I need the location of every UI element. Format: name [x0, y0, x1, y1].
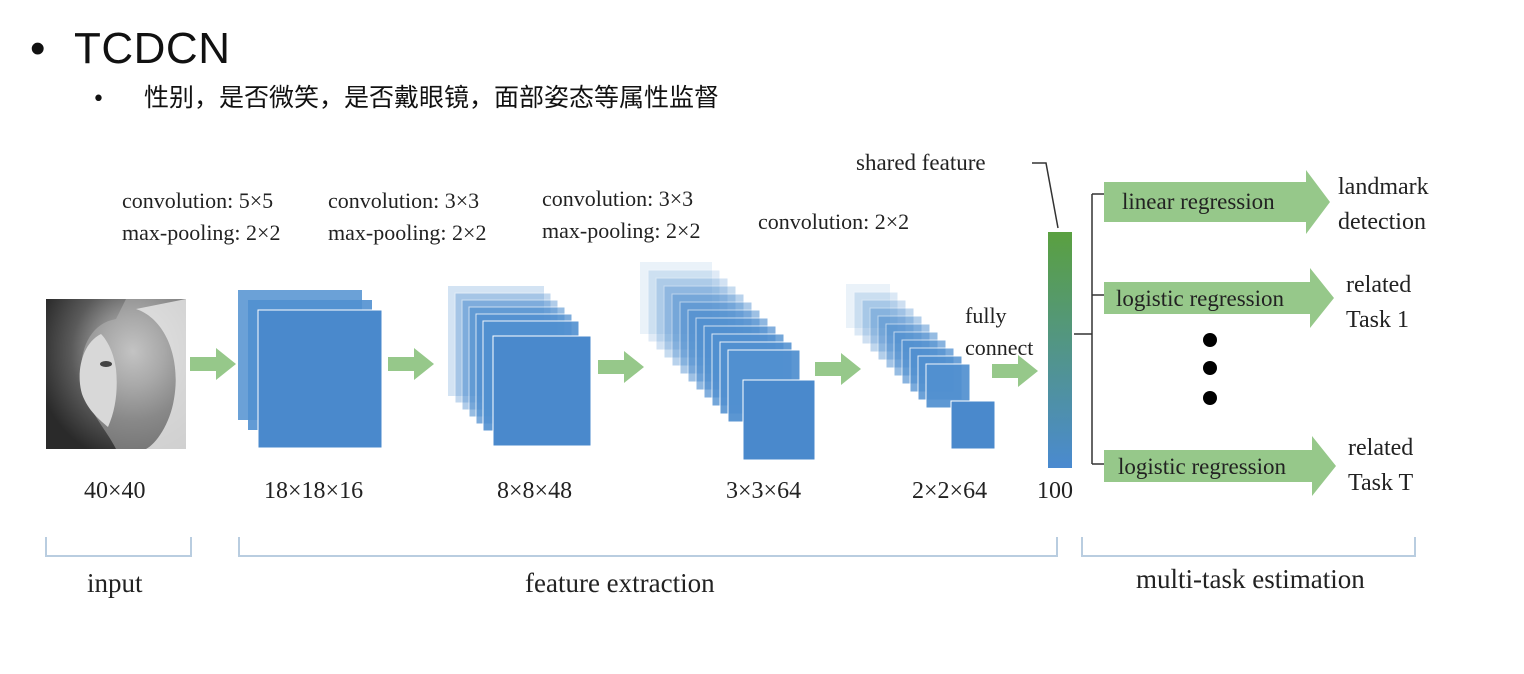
task3-output-line2: Task T [1348, 470, 1414, 496]
layer1-op: convolution: 5×5 max-pooling: 2×2 [122, 185, 280, 249]
task3-output-line1: related [1348, 435, 1414, 461]
shared-feature-label: shared feature [856, 150, 986, 175]
bullet-dot: • [92, 87, 105, 112]
bracket-multitask [1081, 537, 1416, 557]
layer1-conv-label: convolution: 5×5 [122, 188, 274, 213]
layer3-op: convolution: 3×3 max-pooling: 2×2 [542, 183, 700, 247]
arrow-2 [388, 348, 434, 380]
slide-subtitle: • 性别，是否微笑，是否戴眼镜，面部姿态等属性监督 [92, 78, 719, 114]
branch-lines [1074, 193, 1104, 465]
group-label-feature-extraction: feature extraction [525, 568, 715, 598]
task2-method-label: logistic regression [1116, 286, 1284, 311]
title-text: TCDCN [74, 24, 231, 73]
arrow-4 [815, 353, 861, 385]
layer2-op: convolution: 3×3 max-pooling: 2×2 [328, 185, 486, 249]
task1-output: landmark detection [1338, 170, 1429, 240]
task1-output-line1: landmark [1338, 174, 1429, 200]
layer2-conv-label: convolution: 3×3 [328, 188, 480, 213]
bracket-feature-extraction [238, 537, 1058, 557]
arrow-1 [190, 348, 236, 380]
feature-map-stack-1 [238, 290, 383, 449]
bracket-input [45, 537, 192, 557]
dim-input: 40×40 [84, 478, 146, 504]
input-face-image [46, 299, 186, 449]
slide-title: • TCDCN [30, 24, 230, 74]
task2-output: related Task 1 [1346, 268, 1411, 338]
fully-connect-line2: connect [965, 335, 1034, 360]
task-arrows [1104, 170, 1336, 496]
fully-connect-label: fully connect [965, 300, 1033, 364]
layer1-pool-label: max-pooling: 2×2 [122, 220, 281, 245]
dim-layer4: 2×2×64 [912, 478, 988, 504]
dim-layer1: 18×18×16 [264, 478, 364, 504]
task-arrow-3 [1104, 436, 1336, 496]
face-illustration [79, 299, 186, 449]
feature-map-stack-3 [640, 262, 816, 461]
ellipsis-dots [1203, 333, 1217, 405]
feature-map-stack-2 [448, 286, 592, 447]
arrow-5 [992, 355, 1038, 387]
fully-connect-line1: fully [965, 303, 1007, 328]
task2-output-line2: Task 1 [1346, 307, 1409, 333]
layer2-pool-label: max-pooling: 2×2 [328, 220, 487, 245]
layer3-conv-label: convolution: 3×3 [542, 186, 694, 211]
arrow-3 [598, 351, 644, 383]
task1-output-line2: detection [1338, 209, 1426, 235]
task3-output: related Task T [1348, 431, 1413, 501]
task-arrow-1 [1104, 170, 1330, 234]
subtitle-text: 性别，是否微笑，是否戴眼镜，面部姿态等属性监督 [144, 83, 720, 112]
feature-map-stack-4 [846, 284, 996, 450]
dim-layer2: 8×8×48 [497, 478, 573, 504]
layer4-op: convolution: 2×2 [758, 206, 909, 238]
bullet-dot: • [30, 24, 46, 73]
stage-arrows [190, 348, 1038, 387]
task2-output-line1: related [1346, 272, 1412, 298]
task1-method-label: linear regression [1122, 189, 1275, 214]
task-arrow-2 [1104, 268, 1334, 328]
task3-method-label: logistic regression [1118, 454, 1286, 479]
layer3-pool-label: max-pooling: 2×2 [542, 218, 701, 243]
group-label-input: input [87, 568, 143, 598]
shared-feature-pointer [1032, 162, 1059, 229]
dim-layer3: 3×3×64 [726, 478, 802, 504]
layer4-conv-label: convolution: 2×2 [758, 209, 910, 234]
shared-feature-vector [1048, 232, 1072, 468]
dim-feature: 100 [1037, 478, 1073, 504]
group-label-multitask: multi-task estimation [1136, 564, 1365, 594]
